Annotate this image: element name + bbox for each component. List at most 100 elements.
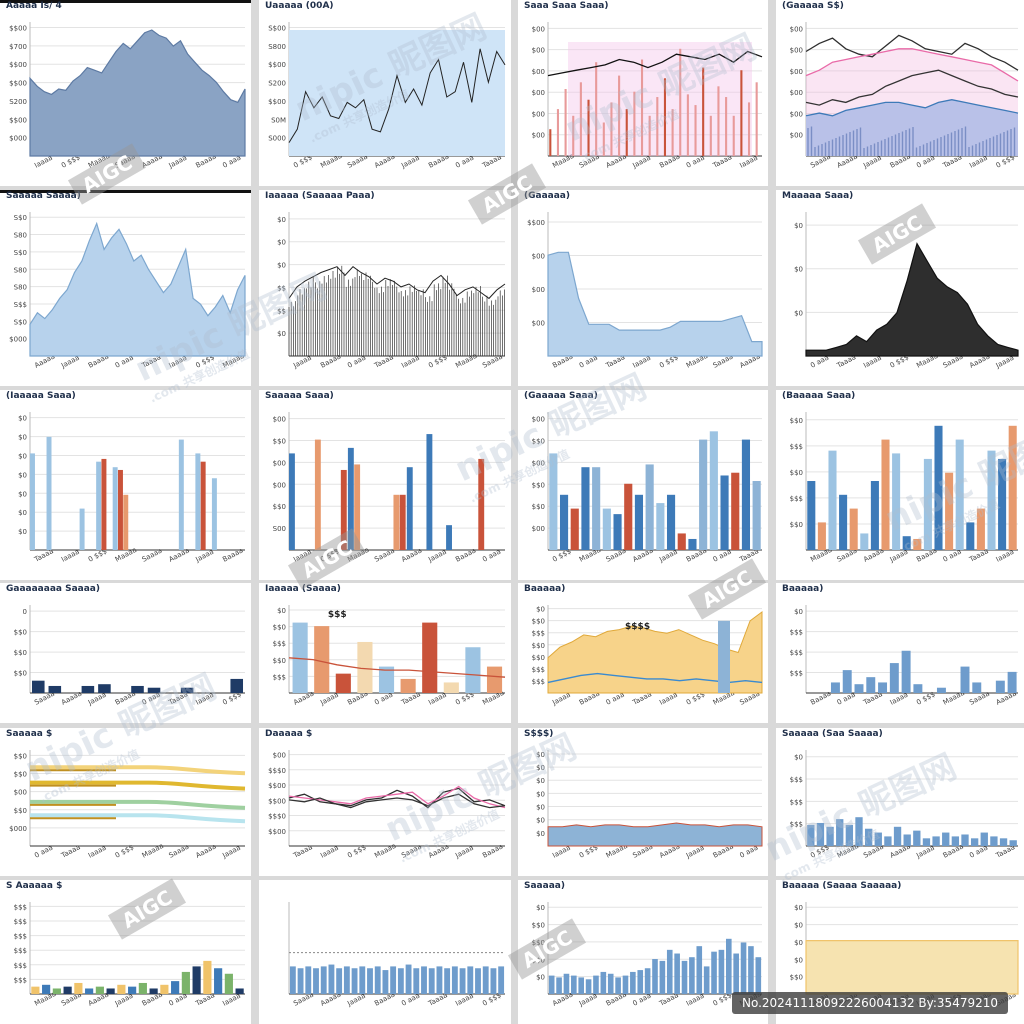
bar xyxy=(951,836,960,846)
y-tick-label: S80 xyxy=(14,266,27,274)
bar xyxy=(696,946,703,994)
chart-title: Aaaaa Is/ 4 xyxy=(6,1,62,11)
y-tick-label: $00 xyxy=(14,789,27,797)
bar xyxy=(178,439,184,550)
y-tick-label: $$0 xyxy=(532,503,545,511)
bar xyxy=(31,986,40,994)
bar xyxy=(63,986,72,994)
bar xyxy=(498,966,505,994)
y-tick-label: $00 xyxy=(532,132,545,140)
bar xyxy=(961,834,969,846)
y-tick-label: $$$ xyxy=(790,798,803,806)
y-tick-label: $0 xyxy=(277,239,286,247)
y-tick-label: $$$ xyxy=(790,495,803,503)
bar xyxy=(230,678,244,693)
y-tick-label: $0 xyxy=(794,939,803,947)
bar xyxy=(572,115,575,156)
bar xyxy=(755,957,762,994)
y-tick-label: $$$ xyxy=(790,443,803,451)
chart-title: (Gaaaaa S$) xyxy=(782,1,844,11)
bar xyxy=(656,503,665,550)
y-tick-label: $$0 xyxy=(532,654,545,662)
bar xyxy=(644,968,651,994)
bar xyxy=(881,439,890,550)
x-tick-label: Maaaa xyxy=(141,842,165,860)
bar xyxy=(732,115,735,156)
bar xyxy=(314,626,330,693)
bar xyxy=(618,75,621,156)
y-tick-label: $$0 xyxy=(790,974,803,982)
bar xyxy=(31,680,45,693)
bar xyxy=(96,461,102,550)
x-tick-label: Saaaa xyxy=(168,843,191,860)
y-tick-label: $000 xyxy=(9,825,27,833)
chart-svg: $000$$0$00$$0$$00 aaa Taaaa Iaaaa 0 $$$ Maaa… xyxy=(9,750,246,860)
chart-title: Daaaaa $ xyxy=(265,729,313,739)
bar xyxy=(374,966,381,994)
bar xyxy=(559,494,569,550)
y-tick-label: $00 xyxy=(532,320,545,328)
y-tick-label: $700 xyxy=(9,43,27,51)
y-tick-label: $$0 xyxy=(532,618,545,626)
bar xyxy=(149,988,158,994)
chart-panel: (Gaaaaa S$) $00 $00 $00 $00 $00 $00 Saaaa Aaaaa J… xyxy=(776,0,1024,186)
y-tick-label: $0 xyxy=(18,528,27,536)
area-series xyxy=(805,242,1019,357)
bar xyxy=(382,970,389,994)
bar xyxy=(465,647,481,693)
y-tick-label: S$$ xyxy=(14,301,27,309)
chart-svg: $$$$$$$$$$$$$$$$$$Maaaa Saaaa Aaaaa Jaaaa Ba… xyxy=(14,902,245,1008)
bar xyxy=(428,968,435,994)
bar xyxy=(725,938,732,994)
bar xyxy=(694,105,697,156)
y-tick-label: $$0 xyxy=(273,657,286,665)
bar xyxy=(328,964,335,994)
bar xyxy=(390,966,397,994)
bar xyxy=(30,453,35,550)
bar xyxy=(335,673,351,693)
y-tick-label: $$$ xyxy=(14,947,27,955)
bar xyxy=(436,966,443,994)
bar xyxy=(292,622,308,693)
chart-title: Gaaaaaaaa Saaaa) xyxy=(6,584,100,594)
y-tick-label: $0 xyxy=(794,904,803,912)
bar xyxy=(893,826,902,846)
y-tick-label: $$$ xyxy=(273,640,286,648)
bar xyxy=(702,67,705,156)
bar xyxy=(171,981,180,994)
bar xyxy=(671,109,674,156)
bar xyxy=(400,678,416,693)
chart-title: (Gaaaaa) xyxy=(524,191,570,201)
y-tick-label: $0 xyxy=(277,262,286,270)
bar xyxy=(357,641,373,693)
y-tick-label: $00 xyxy=(532,110,545,118)
bar xyxy=(849,508,858,550)
bar xyxy=(622,975,629,994)
y-tick-label: $$0 xyxy=(14,752,27,760)
y-tick-label: $0 xyxy=(536,764,545,772)
line-series xyxy=(288,657,506,678)
bar xyxy=(106,988,115,994)
bar xyxy=(610,102,613,156)
y-tick-label: $00 xyxy=(532,68,545,76)
chart-panel: Gaaaaaaaa Saaaa) $$0 $$0 $$0 0 Saaaa Aaaaa Jaaa… xyxy=(0,583,251,723)
chart-svg: $00$$0$$0$00$$0$000 $$$ Maaaa Saaaa Aaaaa Ja… xyxy=(532,412,762,564)
x-tick-label: Aaaaa xyxy=(427,842,450,859)
bar xyxy=(709,115,712,156)
bar xyxy=(585,979,592,994)
bar xyxy=(52,988,61,994)
bar xyxy=(351,968,358,994)
y-tick-label: S$0 xyxy=(14,249,27,257)
bar xyxy=(648,115,651,156)
band-series xyxy=(30,765,246,776)
bar xyxy=(563,973,570,994)
bar xyxy=(855,817,863,846)
image-id-label: No.20241118092226004132 By:35479210 xyxy=(731,992,1008,1014)
bar xyxy=(297,968,304,994)
y-tick-label: $00 xyxy=(273,752,286,760)
bar xyxy=(688,538,697,550)
